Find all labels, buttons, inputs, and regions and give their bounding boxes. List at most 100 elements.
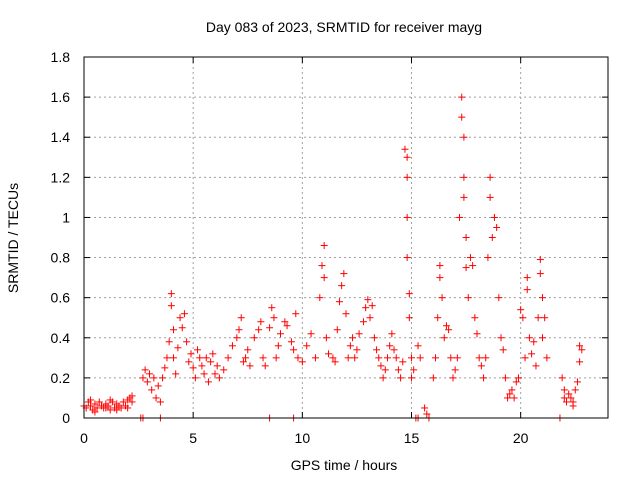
data-point <box>106 406 114 414</box>
data-point <box>532 362 540 370</box>
data-point <box>146 370 153 378</box>
data-point <box>475 354 483 362</box>
data-point <box>519 314 527 322</box>
data-point <box>501 374 509 382</box>
data-point <box>486 193 494 201</box>
data-point <box>128 392 136 400</box>
data-point <box>558 374 566 382</box>
data-point <box>495 294 503 302</box>
data-point <box>117 404 125 412</box>
data-point <box>340 270 348 278</box>
data-point <box>148 386 156 394</box>
data-point <box>504 394 512 402</box>
data-point <box>471 314 479 322</box>
data-point <box>351 354 359 362</box>
data-point <box>408 374 415 382</box>
data-point <box>161 364 169 372</box>
data-point <box>141 366 149 374</box>
data-point <box>521 354 529 362</box>
data-point <box>366 314 374 322</box>
data-point <box>143 378 151 386</box>
data-point <box>460 193 468 201</box>
data-point <box>486 173 494 181</box>
data-point <box>283 322 291 330</box>
data-point <box>576 342 584 350</box>
data-point <box>335 298 343 306</box>
data-point <box>573 378 581 386</box>
data-point <box>156 398 164 406</box>
data-point <box>403 213 411 221</box>
data-point <box>449 374 457 382</box>
data-point <box>571 386 579 394</box>
data-point <box>224 354 232 362</box>
y-tick-label: 1 <box>62 209 70 225</box>
data-point <box>113 406 121 414</box>
data-point <box>560 394 568 402</box>
data-point <box>432 354 440 362</box>
data-point <box>541 314 549 322</box>
data-point <box>403 153 411 161</box>
data-point <box>180 310 188 318</box>
data-point <box>442 322 450 330</box>
data-point <box>453 354 461 362</box>
data-point <box>517 306 525 314</box>
data-point <box>189 364 197 372</box>
chart-title: Day 083 of 2023, SRMTID for receiver may… <box>206 19 482 35</box>
data-point <box>165 338 173 346</box>
data-point <box>567 394 575 402</box>
data-point <box>255 326 263 334</box>
x-tick-label: 5 <box>189 430 197 446</box>
data-point <box>462 234 470 241</box>
data-point <box>266 324 274 332</box>
data-point <box>436 262 444 270</box>
data-point <box>466 254 474 262</box>
data-point <box>338 282 346 290</box>
data-point <box>250 334 258 342</box>
data-point <box>239 358 247 366</box>
data-point <box>174 344 182 352</box>
data-point <box>401 145 409 153</box>
data-point <box>139 374 147 382</box>
data-point <box>530 338 538 346</box>
data-point <box>187 350 195 358</box>
data-point <box>228 342 236 350</box>
x-axis-label: GPS time / hours <box>291 457 398 473</box>
data-point <box>124 404 132 412</box>
data-point <box>370 334 378 342</box>
data-point <box>213 362 221 370</box>
data-point <box>207 358 215 366</box>
data-point <box>163 354 171 362</box>
y-tick-label: 0.2 <box>51 370 71 386</box>
data-point <box>368 302 376 310</box>
data-point <box>490 213 498 221</box>
data-point <box>272 354 280 362</box>
data-point <box>257 318 265 326</box>
data-point <box>539 334 546 342</box>
data-point <box>458 113 466 121</box>
data-point <box>220 366 228 374</box>
data-point <box>543 354 551 362</box>
data-point <box>434 314 442 322</box>
data-point <box>456 213 464 221</box>
data-point <box>525 334 533 342</box>
data-point <box>523 286 531 294</box>
x-tick-label: 10 <box>295 430 311 446</box>
data-point <box>196 354 204 362</box>
data-point <box>379 374 387 382</box>
data-point <box>576 358 584 366</box>
data-point <box>95 398 103 406</box>
data-point <box>270 314 278 322</box>
data-point <box>386 342 394 350</box>
data-point <box>277 330 284 338</box>
data-point <box>320 242 328 250</box>
data-point <box>506 390 514 398</box>
data-point <box>539 294 546 302</box>
data-point <box>159 374 167 382</box>
data-point <box>405 290 413 298</box>
data-point <box>469 262 477 270</box>
data-point <box>392 354 400 362</box>
y-tick-label: 1.8 <box>51 49 71 65</box>
data-point <box>484 254 492 262</box>
data-point <box>377 362 385 370</box>
